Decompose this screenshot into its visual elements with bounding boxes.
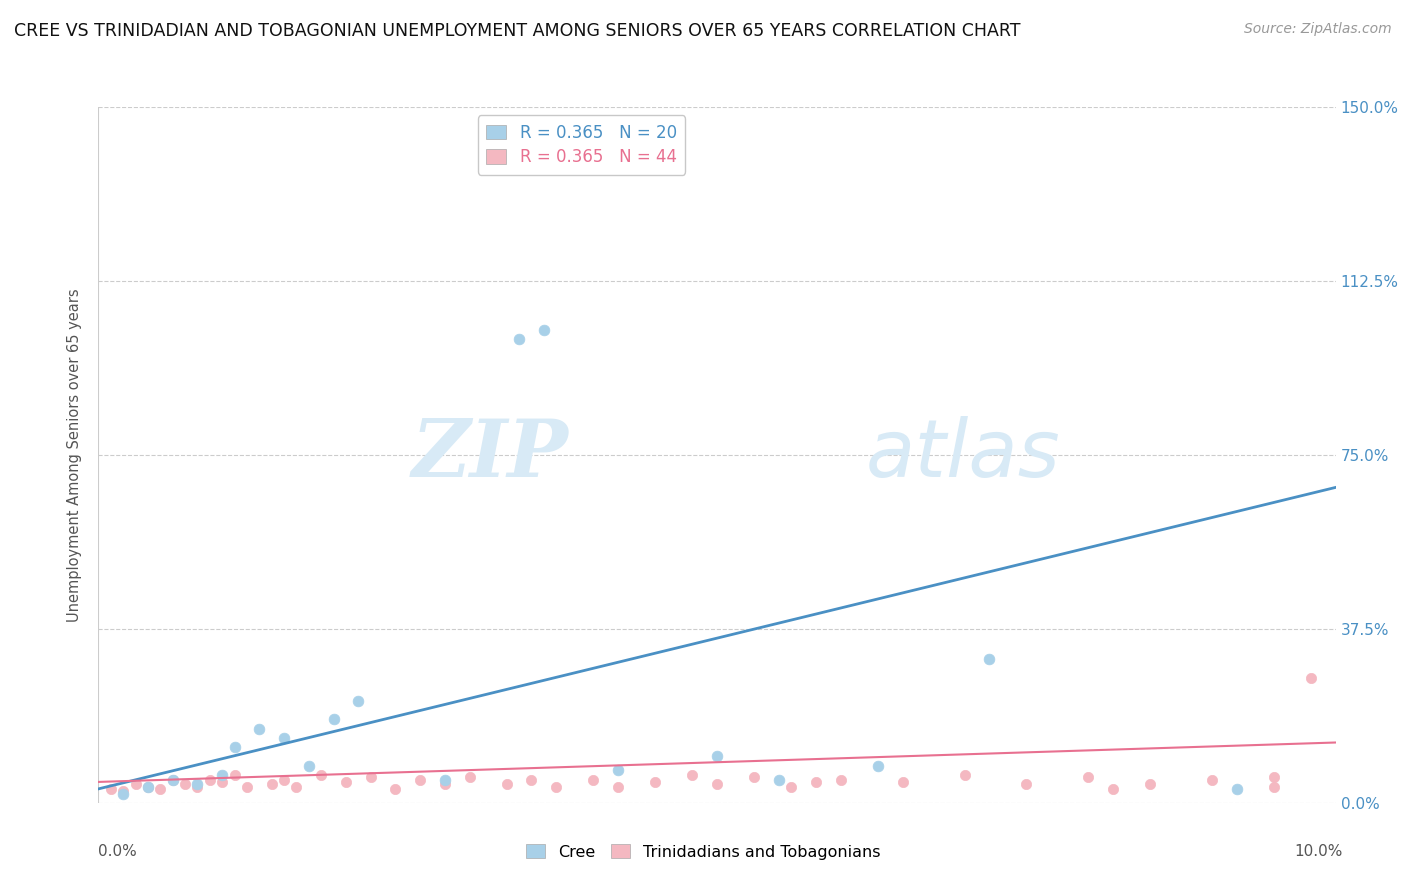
Point (1015, 777, 1038, 791)
Point (224, 768, 246, 782)
Point (1263, 780, 1285, 794)
Text: 10.0%: 10.0% (1295, 845, 1343, 859)
Point (866, 758, 889, 772)
Point (979, 652, 1001, 666)
Point (768, 772, 790, 787)
Point (136, 780, 159, 794)
Point (360, 770, 382, 784)
Point (186, 780, 208, 794)
Point (224, 740, 246, 755)
Point (706, 777, 728, 791)
Point (347, 694, 370, 708)
Point (508, 332, 530, 346)
Point (162, 772, 184, 787)
Point (458, 770, 481, 784)
Point (533, 323, 555, 337)
Point (891, 775, 914, 789)
Point (1263, 770, 1285, 784)
Point (322, 712, 344, 726)
Point (247, 722, 270, 736)
Point (742, 770, 765, 784)
Point (384, 781, 406, 796)
Point (607, 780, 630, 794)
Point (582, 772, 605, 787)
Legend: R = 0.365   N = 20, R = 0.365   N = 44: R = 0.365 N = 20, R = 0.365 N = 44 (478, 115, 685, 175)
Text: CREE VS TRINIDADIAN AND TOBAGONIAN UNEMPLOYMENT AMONG SENIORS OVER 65 YEARS CORR: CREE VS TRINIDADIAN AND TOBAGONIAN UNEMP… (14, 22, 1021, 40)
Text: ZIP: ZIP (412, 417, 568, 493)
Legend: Cree, Trinidadians and Tobagonians: Cree, Trinidadians and Tobagonians (519, 838, 887, 866)
Point (520, 772, 543, 787)
Point (162, 772, 184, 787)
Point (260, 777, 283, 791)
Point (495, 777, 517, 791)
Text: atlas: atlas (866, 416, 1060, 494)
Point (1102, 781, 1125, 796)
Point (136, 780, 159, 794)
Point (1139, 777, 1161, 791)
Point (546, 780, 568, 794)
Point (681, 768, 703, 782)
Point (273, 772, 295, 787)
Point (236, 780, 259, 794)
Point (198, 772, 221, 787)
Point (309, 768, 332, 782)
Point (112, 784, 135, 798)
Point (124, 777, 146, 791)
Point (804, 775, 827, 789)
Point (433, 772, 456, 787)
Point (186, 777, 208, 791)
Point (607, 764, 630, 778)
Point (706, 749, 728, 764)
Point (409, 772, 432, 787)
Point (953, 768, 976, 782)
Point (644, 775, 666, 789)
Point (285, 780, 308, 794)
Point (211, 775, 233, 789)
Point (1226, 781, 1249, 796)
Text: Source: ZipAtlas.com: Source: ZipAtlas.com (1244, 22, 1392, 37)
Text: 0.0%: 0.0% (98, 845, 138, 859)
Point (149, 781, 172, 796)
Point (298, 758, 321, 772)
Point (830, 772, 852, 787)
Point (174, 777, 197, 791)
Y-axis label: Unemployment Among Seniors over 65 years: Unemployment Among Seniors over 65 years (67, 288, 83, 622)
Point (112, 787, 135, 801)
Point (335, 775, 357, 789)
Point (433, 777, 456, 791)
Point (1201, 772, 1223, 787)
Point (780, 780, 803, 794)
Point (211, 768, 233, 782)
Point (1077, 770, 1099, 784)
Point (100, 781, 122, 796)
Point (1299, 671, 1322, 685)
Point (273, 731, 295, 745)
